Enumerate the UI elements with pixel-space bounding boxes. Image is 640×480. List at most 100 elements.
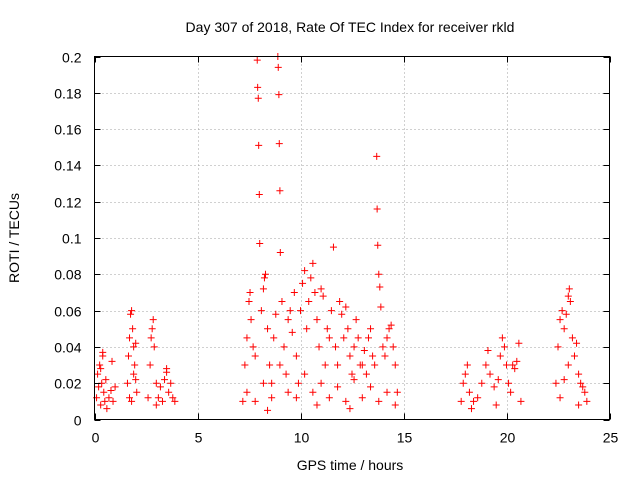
roti-point	[254, 83, 262, 91]
roti-point	[254, 94, 262, 102]
roti-point	[391, 361, 399, 369]
roti-point	[261, 270, 269, 278]
roti-point	[393, 388, 401, 396]
roti-point	[253, 56, 261, 64]
roti-point	[148, 325, 156, 333]
y-tick-label: 0.04	[54, 340, 81, 356]
roti-point	[268, 379, 276, 387]
roti-point	[111, 383, 119, 391]
roti-point	[463, 361, 471, 369]
roti-point	[255, 190, 263, 198]
roti-point	[498, 334, 506, 342]
roti-point	[101, 397, 109, 405]
roti-point	[387, 321, 395, 329]
x-tick-label: 10	[294, 430, 310, 446]
roti-point	[292, 394, 300, 402]
roti-point	[556, 316, 564, 324]
roti-point	[94, 370, 102, 378]
roti-point	[465, 388, 473, 396]
roti-point	[323, 325, 331, 333]
roti-point	[461, 370, 469, 378]
data-points	[93, 53, 591, 414]
roti-point	[336, 298, 344, 306]
roti-point	[492, 401, 500, 409]
roti-point	[342, 303, 350, 311]
roti-point	[245, 298, 253, 306]
roti-point	[259, 379, 267, 387]
roti-point	[167, 379, 175, 387]
roti-point	[482, 361, 490, 369]
roti-point	[131, 361, 139, 369]
roti-point	[346, 405, 354, 413]
y-tick-label: 0.14	[54, 158, 81, 174]
roti-point	[270, 334, 278, 342]
roti-point	[360, 347, 368, 355]
roti-point	[319, 292, 327, 300]
roti-point	[305, 298, 313, 306]
roti-point	[301, 267, 309, 275]
roti-point	[500, 343, 508, 351]
roti-point	[376, 283, 384, 291]
roti-point	[505, 379, 513, 387]
roti-point	[459, 379, 467, 387]
roti-point	[239, 397, 247, 405]
roti-point	[290, 288, 298, 296]
roti-point	[338, 310, 346, 318]
roti-point	[246, 288, 254, 296]
roti-point	[327, 307, 335, 315]
roti-point	[297, 307, 304, 315]
roti-point	[156, 383, 164, 391]
y-tick-label: 0.12	[54, 195, 81, 211]
roti-point	[268, 394, 276, 402]
roti-point	[350, 343, 358, 351]
roti-point	[379, 343, 387, 351]
roti-point	[161, 376, 169, 384]
roti-point	[342, 397, 350, 405]
roti-point	[309, 259, 317, 267]
roti-point	[264, 406, 272, 414]
roti-point	[313, 401, 321, 409]
roti-point	[566, 298, 574, 306]
y-tick-label: 0.02	[54, 376, 81, 392]
roti-point	[374, 241, 382, 249]
roti-point	[107, 386, 115, 394]
roti-point	[562, 310, 570, 318]
roti-point	[340, 334, 348, 342]
roti-point	[241, 361, 249, 369]
roti-point	[565, 285, 573, 293]
x-tick-label: 5	[195, 430, 203, 446]
roti-point	[564, 292, 572, 300]
y-axis-label: ROTI / TECUs	[6, 193, 22, 283]
roti-point	[344, 325, 352, 333]
roti-point	[257, 307, 265, 315]
roti-point	[152, 401, 160, 409]
roti-point	[496, 352, 504, 360]
roti-point	[332, 343, 340, 351]
roti-point	[169, 394, 177, 402]
roti-point	[144, 394, 152, 402]
roti-point	[280, 343, 288, 351]
roti-point	[99, 348, 107, 356]
roti-point	[247, 316, 255, 324]
roti-point	[272, 310, 280, 318]
roti-point	[325, 394, 333, 402]
roti-point	[282, 370, 290, 378]
roti-point	[301, 370, 309, 378]
roti-point	[573, 339, 581, 347]
roti-point	[147, 334, 155, 342]
roti-point	[243, 388, 251, 396]
plot-frame	[94, 56, 610, 420]
x-axis-label: GPS time / hours	[297, 457, 404, 473]
roti-point	[478, 379, 486, 387]
roti-point	[321, 361, 329, 369]
roti-point	[391, 401, 399, 409]
roti-point	[383, 388, 391, 396]
roti-point	[334, 361, 342, 369]
roti-point	[243, 334, 251, 342]
roti-point	[171, 397, 179, 405]
roti-point	[97, 401, 105, 409]
roti-point	[132, 339, 140, 347]
roti-point	[154, 394, 162, 402]
roti-point	[350, 376, 358, 384]
